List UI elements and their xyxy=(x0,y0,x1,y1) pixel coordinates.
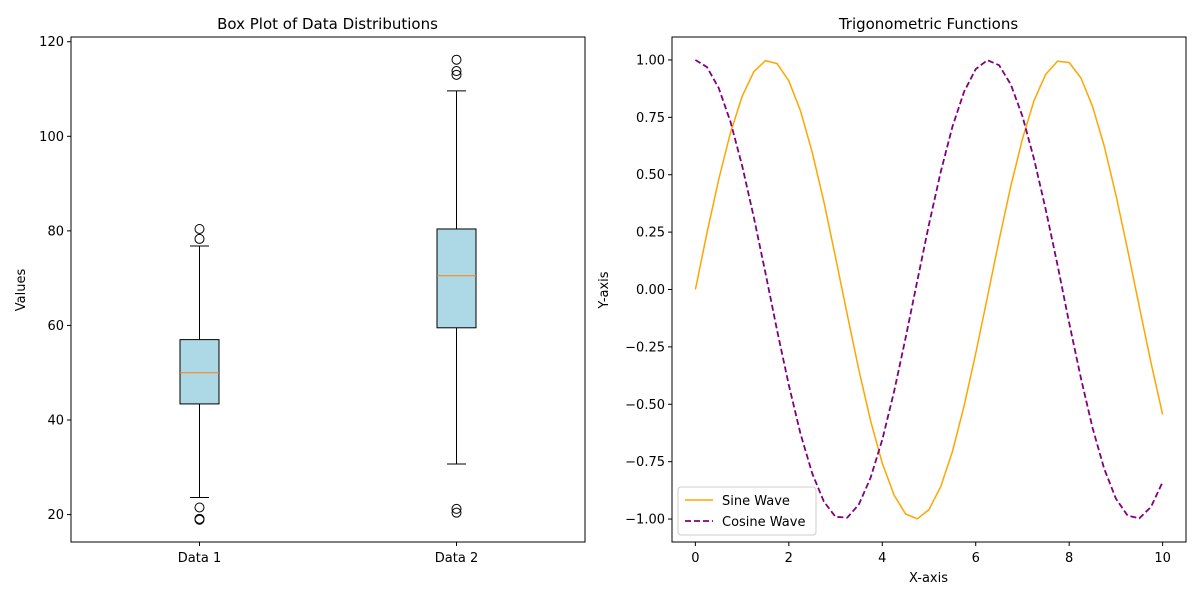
x-tick-label: 10 xyxy=(1154,551,1171,566)
legend-box xyxy=(677,486,817,536)
outlier-point xyxy=(194,223,205,234)
box xyxy=(436,228,477,329)
cosine-wave-line xyxy=(694,59,1164,520)
outlier-point xyxy=(451,507,462,518)
outlier-point xyxy=(451,66,462,77)
outlier-point xyxy=(194,514,205,525)
y-tick-label: 1.00 xyxy=(636,53,665,68)
y-tick-label: 0.50 xyxy=(636,168,665,183)
outlier-point xyxy=(451,54,462,65)
line-chart-y-axis-label: Y-axis xyxy=(597,271,612,309)
box-plot-marks xyxy=(179,54,477,525)
y-tick-label: 20 xyxy=(47,508,64,523)
y-tick-label: −0.25 xyxy=(625,340,665,355)
y-tick-label: −0.75 xyxy=(625,455,665,470)
legend-cosine-label: Cosine Wave xyxy=(722,515,805,530)
box-plot-ticks: 20 40 60 80 100 120 Data 1 Data 2 xyxy=(39,35,478,566)
x-tick-label: 8 xyxy=(1065,551,1073,566)
y-tick-label: 0.00 xyxy=(636,283,665,298)
x-tick-label: 2 xyxy=(785,551,793,566)
line-chart-title: Trigonometric Functions xyxy=(838,15,1019,33)
x-tick-label: 0 xyxy=(691,551,699,566)
y-tick-label: 80 xyxy=(47,224,64,239)
outlier-point xyxy=(451,69,462,80)
sine-wave-line xyxy=(694,59,1164,520)
x-tick-label: Data 1 xyxy=(178,551,221,566)
line-chart-x-axis-label: X-axis xyxy=(909,571,948,586)
x-tick-label: 4 xyxy=(878,551,886,566)
y-tick-label: 40 xyxy=(47,414,64,429)
box-plot-y-axis-label: Values xyxy=(14,269,29,312)
box-plot-title: Box Plot of Data Distributions xyxy=(217,15,438,33)
outlier-point xyxy=(451,503,462,514)
y-tick-label: 0.25 xyxy=(636,226,665,241)
line-chart-frame xyxy=(671,36,1187,543)
x-tick-label: Data 2 xyxy=(435,551,478,566)
outlier-point xyxy=(194,502,205,513)
line-chart-marks xyxy=(694,59,1164,520)
box-plot-chart: Box Plot of Data Distributions Values 20… xyxy=(14,15,586,566)
y-tick-label: 60 xyxy=(47,319,64,334)
outlier-point xyxy=(194,233,205,244)
y-tick-label: 120 xyxy=(39,35,64,50)
box xyxy=(179,339,220,405)
line-chart: Trigonometric Functions X-axis Y-axis 0 2… xyxy=(597,15,1187,586)
y-tick-label: 0.75 xyxy=(636,111,665,126)
x-tick-label: 6 xyxy=(972,551,980,566)
y-tick-label: −1.00 xyxy=(625,513,665,528)
legend-sine-label: Sine Wave xyxy=(722,494,790,509)
legend: Sine Wave Cosine Wave xyxy=(677,486,817,536)
box-plot-frame xyxy=(70,36,586,543)
y-tick-label: −0.50 xyxy=(625,398,665,413)
line-chart-ticks: 0 2 4 6 8 10 1.00 0.75 0.50 0.25 0.00 −0.25 −0.50 −0.… xyxy=(625,53,1171,566)
y-tick-label: 100 xyxy=(39,130,64,145)
